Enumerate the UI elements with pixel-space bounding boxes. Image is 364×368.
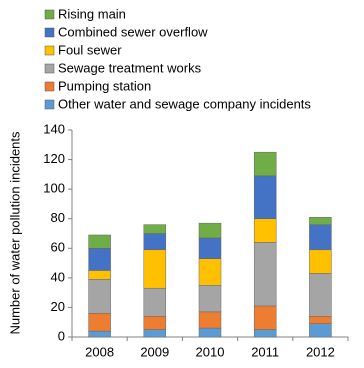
bar-segment: [88, 270, 111, 280]
y-tick-label: 140: [43, 121, 65, 136]
legend-swatch: [44, 9, 55, 20]
x-tick-label: 2012: [306, 344, 335, 359]
bar-segment: [88, 330, 111, 338]
legend-label: Sewage treatment works: [58, 60, 202, 75]
bar-segment: [198, 222, 222, 239]
y-tick-label: 80: [51, 210, 65, 225]
bar-segment: [309, 224, 332, 251]
bar-segment: [88, 279, 111, 314]
y-tick-label: 40: [51, 269, 65, 284]
y-axis-label: Number of water pollution incidents: [7, 131, 22, 335]
legend-swatch: [44, 63, 55, 74]
bar-segment: [88, 248, 111, 271]
bar-segment: [309, 323, 332, 338]
x-tick-label: 2010: [196, 344, 225, 359]
bar-segment: [143, 316, 167, 330]
bar-segment: [143, 287, 167, 317]
bar-segment: [253, 175, 277, 219]
bar-segment: [198, 327, 222, 338]
bar-segment: [253, 218, 277, 243]
x-tick-label: 2008: [85, 344, 114, 359]
y-tick-label: 100: [43, 181, 65, 196]
y-tick-label: 60: [51, 240, 65, 255]
bar-segment: [253, 329, 277, 338]
legend-label: Foul sewer: [58, 42, 122, 57]
bar-segment: [198, 285, 222, 313]
bar-segment: [143, 224, 167, 234]
bar-segment: [143, 329, 167, 338]
bar-segment: [143, 249, 167, 289]
bar-segment: [253, 151, 277, 177]
bar-segment: [143, 233, 167, 251]
legend-label: Combined sewer overflow: [58, 24, 208, 39]
bar-segment: [198, 311, 222, 329]
bar-segment: [309, 316, 332, 324]
bar-segment: [253, 305, 277, 330]
legend-swatch: [44, 27, 55, 38]
bar-segment: [309, 216, 332, 225]
x-tick-label: 2011: [251, 344, 279, 359]
bar-segment: [309, 249, 332, 274]
y-tick-label: 120: [43, 151, 65, 166]
bar-segment: [309, 273, 332, 317]
legend-label: Rising main: [58, 6, 126, 21]
legend-swatch: [44, 81, 55, 92]
bar-segment: [253, 242, 277, 307]
legend-swatch: [44, 45, 55, 56]
legend-swatch: [44, 99, 55, 110]
legend-label: Pumping station: [58, 78, 151, 93]
y-tick-label: 20: [51, 299, 65, 314]
bar-segment: [88, 313, 111, 332]
bar-segment: [198, 258, 222, 286]
bar-segment: [88, 234, 111, 249]
y-tick-label: 0: [58, 328, 65, 343]
x-tick-label: 2009: [140, 344, 169, 359]
bar-segment: [198, 237, 222, 259]
legend-label: Other water and sewage company incidents: [58, 96, 311, 111]
